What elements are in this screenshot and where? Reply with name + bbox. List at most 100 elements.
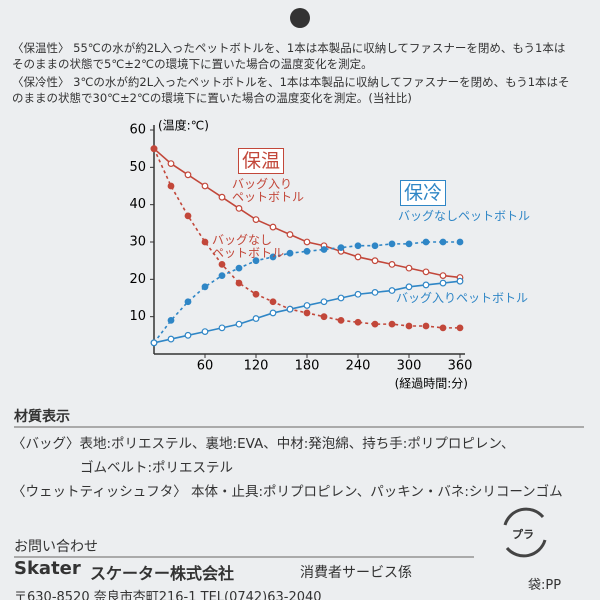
point [286, 305, 294, 313]
series-label: バッグなし ペットボトル [212, 233, 285, 260]
x-tick-label: 120 [244, 359, 269, 374]
point [422, 322, 430, 330]
point [405, 264, 413, 272]
y-tick-label: 20 [129, 272, 146, 287]
hole [290, 8, 310, 28]
point [439, 279, 447, 287]
point [303, 309, 311, 317]
point [201, 182, 209, 190]
point [269, 223, 277, 231]
point [371, 242, 379, 250]
point [320, 246, 328, 253]
recycle-material: 袋:PP [528, 578, 562, 593]
point [303, 302, 311, 309]
point [303, 238, 311, 246]
point [235, 204, 243, 212]
point [371, 257, 379, 265]
point [252, 315, 260, 322]
point [167, 182, 175, 190]
point [235, 264, 243, 272]
contact-heading: お問い合わせ [14, 536, 474, 558]
series-label: バッグ入り ペットボトル [232, 177, 305, 204]
point [354, 253, 362, 261]
point [184, 212, 192, 220]
point [184, 298, 192, 306]
series-label: バッグなしペットボトル [398, 209, 531, 223]
point [150, 339, 158, 347]
point [439, 324, 447, 332]
point [354, 318, 362, 326]
note: 〈保温性〉 55℃の水が約2L入ったペットボトルを、1本は本製品に収納してファス… [12, 41, 566, 71]
point [337, 294, 345, 302]
recycle-icon [503, 507, 547, 558]
point [354, 290, 362, 298]
x-tick-label: 60 [197, 359, 214, 374]
point [439, 272, 447, 280]
point [388, 320, 396, 328]
point [320, 313, 328, 321]
point [405, 240, 413, 248]
point [252, 216, 260, 224]
point [405, 283, 413, 291]
dept: 消費者サービス係 [300, 565, 412, 581]
point [388, 240, 396, 248]
point [184, 331, 192, 339]
point [218, 272, 226, 280]
point [269, 309, 277, 317]
y-tick-label: 10 [129, 309, 146, 324]
point [201, 238, 209, 246]
brand: Skater [14, 558, 81, 579]
point [235, 320, 243, 328]
point [286, 231, 294, 238]
point [252, 290, 260, 298]
point [201, 283, 209, 291]
point [286, 249, 294, 257]
series-label: バッグ入りペットボトル [396, 291, 529, 305]
x-tick-label: 180 [295, 359, 320, 374]
point [303, 247, 311, 255]
point [218, 193, 226, 201]
point [218, 324, 226, 332]
point [456, 324, 464, 332]
point [184, 171, 192, 179]
point [252, 257, 260, 265]
point [388, 261, 396, 268]
note: 〈保冷性〉 3℃の水が約2L入ったペットボトルを、1本は本製品に収納してファスナ… [12, 75, 570, 105]
recycle-mark: プラ [512, 528, 534, 541]
annotation: 保温 [238, 148, 285, 174]
point [456, 277, 464, 285]
point [405, 322, 413, 330]
point [422, 238, 430, 246]
x-tick-label: 300 [397, 359, 422, 374]
y-tick-label: 60 [129, 123, 146, 138]
address: 〒630-8520 奈良市杏町216-1 TEL(0742)63-2040 [14, 590, 322, 600]
point [201, 328, 209, 336]
y-tick-label: 30 [129, 235, 146, 250]
point [218, 261, 226, 268]
point [320, 298, 328, 306]
y-tick-label: 40 [129, 197, 146, 212]
point [354, 242, 362, 250]
x-tick-label: 360 [448, 359, 473, 374]
point [371, 320, 379, 328]
point [269, 298, 277, 306]
point [235, 279, 243, 287]
company: スケーター株式会社 [90, 564, 235, 583]
materials-line: ゴムベルト:ポリエステル [80, 460, 234, 476]
point [269, 253, 277, 261]
point [167, 160, 175, 168]
point [422, 268, 430, 276]
point [337, 244, 345, 252]
point [439, 238, 447, 246]
x-tick-label: 240 [346, 359, 371, 374]
materials-line: 〈バッグ〉表地:ポリエステル、裏地:EVA、中材:発泡綿、持ち手:ポリプロピレン… [12, 436, 515, 452]
x-axis-label: (経過時間:分) [395, 377, 468, 391]
y-axis-label: (温度:℃) [158, 118, 209, 133]
y-tick-label: 50 [129, 160, 146, 175]
point [388, 287, 396, 294]
point [422, 281, 430, 289]
point [167, 335, 175, 343]
materials-line: 〈ウェットティッシュフタ〉 本体・止具:ポリプロピレン、パッキン・バネ:シリコー… [12, 484, 563, 500]
